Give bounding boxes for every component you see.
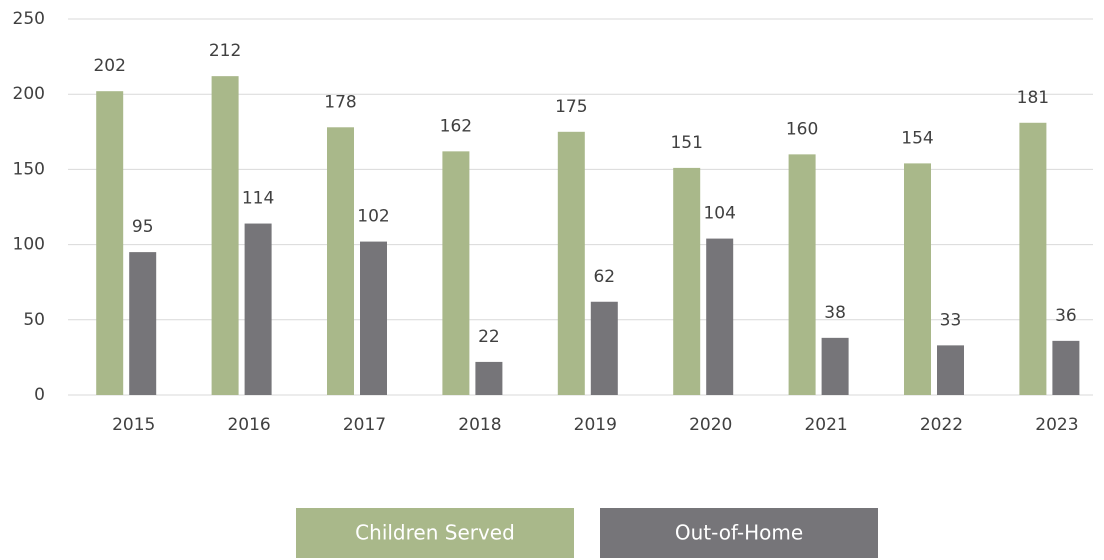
bar bbox=[590, 301, 618, 395]
data-label: 62 bbox=[593, 267, 615, 287]
bar bbox=[244, 223, 272, 395]
bar bbox=[1052, 340, 1080, 395]
legend-label: Children Served bbox=[355, 521, 515, 545]
data-label: 202 bbox=[93, 56, 125, 76]
y-tick-label: 50 bbox=[23, 310, 45, 330]
bar bbox=[96, 91, 124, 395]
x-tick-label: 2023 bbox=[1035, 415, 1078, 435]
y-tick-label: 150 bbox=[13, 159, 45, 179]
x-tick-label: 2019 bbox=[574, 415, 617, 435]
data-label: 178 bbox=[324, 92, 356, 112]
data-label: 151 bbox=[670, 133, 702, 153]
y-tick-label: 250 bbox=[13, 9, 45, 29]
bar bbox=[937, 345, 964, 395]
legend-label: Out-of-Home bbox=[675, 521, 803, 545]
data-label: 36 bbox=[1055, 306, 1077, 326]
bar bbox=[442, 151, 470, 395]
bar bbox=[904, 163, 931, 395]
bar bbox=[211, 76, 239, 395]
x-tick-label: 2018 bbox=[458, 415, 501, 435]
y-tick-label: 200 bbox=[13, 84, 45, 104]
data-label: 22 bbox=[478, 327, 500, 347]
bar bbox=[1019, 122, 1047, 395]
data-label: 160 bbox=[786, 119, 818, 139]
data-label: 114 bbox=[242, 189, 274, 209]
x-tick-label: 2017 bbox=[343, 415, 386, 435]
bar bbox=[327, 127, 354, 396]
data-label: 95 bbox=[132, 217, 154, 237]
data-label: 104 bbox=[703, 204, 735, 224]
legend-swatch bbox=[296, 508, 574, 558]
bar bbox=[129, 252, 157, 395]
data-label: 154 bbox=[901, 128, 933, 148]
bar bbox=[475, 361, 503, 395]
bar bbox=[706, 238, 734, 395]
bar bbox=[673, 167, 701, 395]
y-tick-label: 0 bbox=[34, 385, 45, 405]
x-tick-label: 2021 bbox=[804, 415, 847, 435]
x-tick-label: 2015 bbox=[112, 415, 155, 435]
data-label: 212 bbox=[209, 41, 241, 61]
data-label: 33 bbox=[940, 310, 962, 330]
bar bbox=[821, 337, 849, 395]
bar bbox=[788, 154, 816, 395]
data-label: 38 bbox=[824, 303, 846, 323]
data-label: 162 bbox=[440, 116, 472, 136]
data-label: 102 bbox=[357, 207, 389, 227]
bar bbox=[360, 241, 387, 395]
x-tick-label: 2022 bbox=[920, 415, 963, 435]
y-tick-label: 100 bbox=[13, 235, 45, 255]
x-tick-label: 2020 bbox=[689, 415, 732, 435]
data-label: 181 bbox=[1017, 88, 1049, 108]
legend-swatch bbox=[600, 508, 878, 558]
bar bbox=[557, 131, 585, 396]
x-tick-label: 2016 bbox=[227, 415, 270, 435]
data-label: 175 bbox=[555, 97, 587, 117]
